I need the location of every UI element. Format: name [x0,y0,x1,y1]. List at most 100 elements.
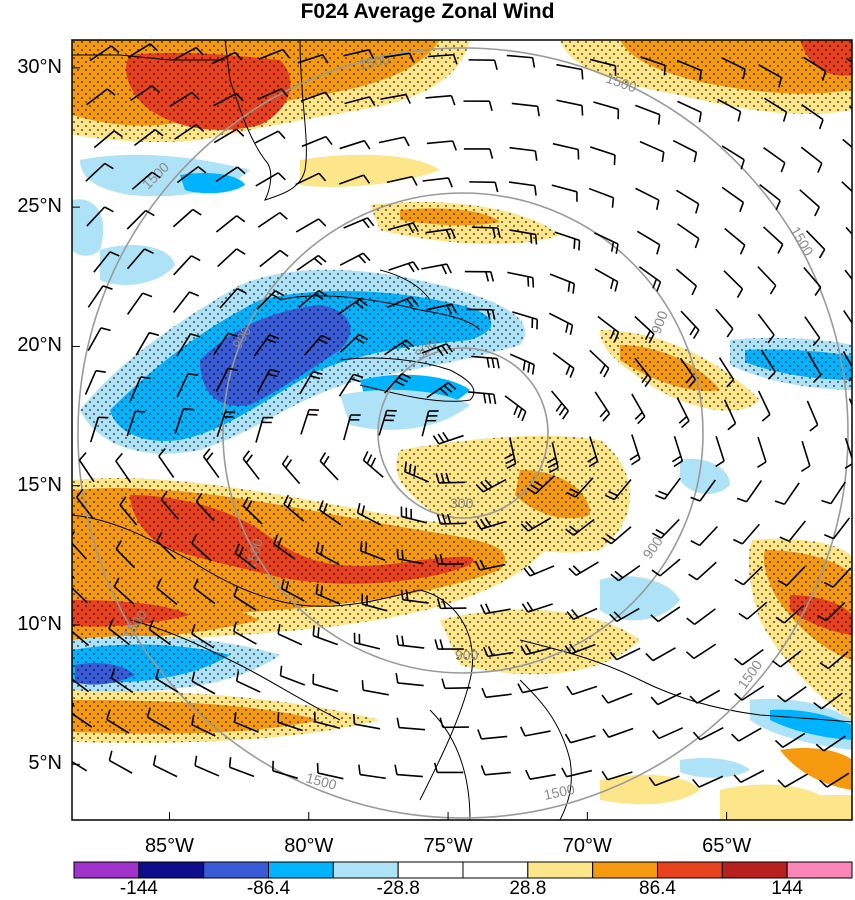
wind-barbs [72,43,852,788]
wind-barb [280,578,305,602]
wind-barb [404,461,430,483]
wind-barb [525,769,556,780]
wind-barb [211,51,243,65]
lon-label: 80°W [284,835,334,857]
wind-barb [361,594,388,612]
wind-barb [477,729,508,740]
wind-barb [315,583,341,605]
wind-barb [339,139,371,150]
wind-barb [338,373,364,397]
wind-barb [468,59,498,71]
wind-barb [601,692,633,704]
lat-label: 15°N [17,473,62,496]
wind-barb [803,266,822,296]
wind-barb [604,478,632,501]
ring-label: 300 [450,495,474,511]
wind-barb [774,482,800,506]
wind-barb [690,525,718,547]
wind-barb [152,755,178,778]
wind-barb [126,248,154,270]
wind-barb [771,650,802,668]
wind-barb [721,145,745,170]
wind-barb [93,130,123,149]
colorbar-swatch [721,861,788,879]
wind-barb [610,565,641,582]
wind-barb [255,172,286,187]
ring-label: 1500 [542,781,576,803]
wind-barb [194,755,220,777]
wind-barb [115,540,136,569]
wind-barb [281,455,301,485]
wind-barb [421,343,454,356]
wind-barb [844,437,852,470]
wind-barb [387,222,419,234]
wind-barb [526,475,556,495]
wind-barb [273,534,296,560]
wind-barb [395,672,424,687]
wind-barb [635,187,660,210]
colorbar-swatch [657,861,723,879]
wind-barb [89,416,109,443]
wind-barb [257,211,288,228]
wind-barb [304,334,331,356]
colorbar-swatch [527,861,594,879]
wind-barb [800,146,823,173]
wind-barb [676,397,690,429]
wind-barb [561,767,593,778]
wind-barb [482,646,514,658]
axis-ticks [72,67,728,820]
lat-label: 5°N [28,752,62,775]
wind-barb [394,764,423,778]
wind-barb [651,518,680,539]
wind-barb [86,206,114,227]
wind-barb [89,45,120,62]
wind-barb [634,357,652,388]
wind-barb [400,589,429,604]
wind-barb [343,217,375,229]
wind-barb [690,479,716,502]
wind-barb [421,263,452,275]
lon-label: 75°W [423,835,473,857]
wind-barb [590,58,617,76]
wind-barb [677,100,702,123]
wind-barb [466,308,496,320]
colorbar-swatch [203,861,270,879]
colorbar-label: -144 [119,878,158,899]
wind-barb [119,496,138,526]
wind-barb [731,727,762,742]
wind-barb [228,757,255,778]
wind-barb [715,436,725,468]
colorbar-swatch [397,861,464,879]
wind-barb [272,760,298,780]
wind-barb [339,333,369,353]
wind-barb [776,685,807,703]
wind-barb [723,270,744,299]
wind-barb [760,349,776,380]
wind-barb [774,732,806,748]
wind-barb [504,395,527,422]
wind-barb [566,607,598,621]
wind-barb [757,390,771,422]
wind-barb [685,643,717,660]
wind-barb [217,248,246,268]
ring-label: 900 [648,308,671,336]
wind-barb [819,651,849,670]
colorbar-swatch [73,861,140,879]
wind-barb [86,88,116,106]
wind-barb [315,542,340,566]
wind-barb [846,57,852,64]
wind-barb [692,775,724,788]
wind-barb [384,339,415,356]
wind-barb [215,166,246,183]
wind-barb [339,252,371,266]
wind-barb [511,102,540,117]
wind-barb [129,376,151,402]
wind-barb [762,226,784,254]
wind-barb [148,619,171,646]
wind-barb [93,251,120,273]
wind-barb [174,408,194,434]
wind-barb [426,303,458,315]
wind-barb [671,436,684,468]
wind-barb [158,447,175,478]
wind-barb [387,296,419,309]
